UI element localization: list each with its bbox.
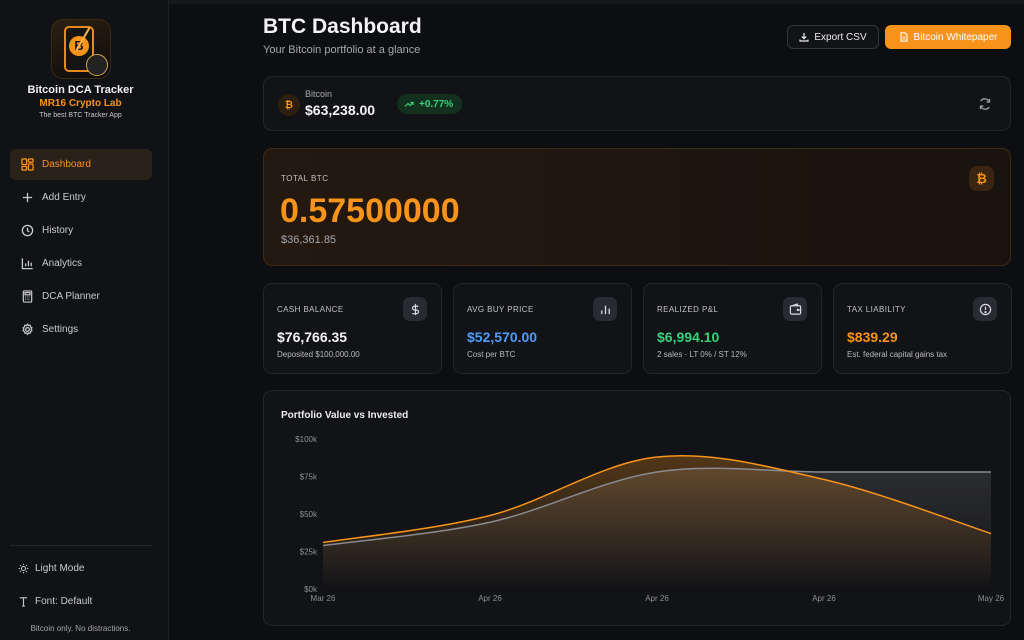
portfolio-value-area [323,455,991,589]
y-tick-label: $50k [300,510,318,519]
sidebar-item-label: Analytics [42,258,83,269]
document-icon [899,32,908,42]
dashboard-icon [20,158,34,172]
app-name: Bitcoin DCA Tracker [27,84,134,96]
bitcoin-icon: ₿ [278,94,300,116]
sidebar-item-dashboard[interactable]: Dashboard [10,149,152,180]
clock-icon [20,224,34,238]
portfolio-value-line [322,454,992,544]
bar-chart-icon [593,297,617,321]
avg-buy-price-card: AVG BUY PRICE $52,570.00 Cost per BTC [453,283,632,374]
calculator-icon [20,290,34,304]
gear-icon [20,323,34,337]
chart-title: Portfolio Value vs Invested [281,410,409,421]
tax-liability-card: TAX LIABILITY $839.29 Est. federal capit… [833,283,1012,374]
x-tick-label: Apr 26 [478,594,502,603]
y-tick-label: $75k [300,473,318,482]
top-bar [169,0,1024,4]
x-tick-label: Apr 26 [812,594,836,603]
price-change-badge: +0.77% [397,94,463,114]
stat-label: TAX LIABILITY [847,305,906,314]
y-tick-label: $100k [295,435,318,444]
theme-toggle[interactable]: Light Mode [18,563,84,574]
sidebar-item-label: History [42,225,74,236]
app-logo: B [51,19,111,79]
page-subtitle: Your Bitcoin portfolio at a glance [263,44,421,56]
total-btc-card: TOTAL BTC 0.57500000 $36,361.85 ₿ [263,148,1011,266]
price-value: $63,238.00 [305,102,376,118]
stat-sub: 2 sales · LT 0% / ST 12% [657,350,747,359]
stat-sub: Cost per BTC [467,350,516,359]
y-tick-label: $0k [304,585,318,594]
stat-label: AVG BUY PRICE [467,305,534,314]
x-tick-label: Mar 26 [311,594,336,603]
stat-value: $6,994.10 [657,329,720,345]
sidebar-item-history[interactable]: History [10,215,152,246]
sidebar-item-label: Add Entry [42,192,86,203]
app-studio: MR16 Crypto Lab [39,98,122,109]
sidebar-item-label: DCA Planner [42,291,100,302]
stat-sub: Est. federal capital gains tax [847,350,948,359]
app-tagline: The best BTC Tracker App [39,112,122,119]
stat-label: REALIZED P&L [657,305,719,314]
realized-pnl-card: REALIZED P&L $6,994.10 2 sales · LT 0% /… [643,283,822,374]
price-change-value: +0.77% [419,98,454,110]
sidebar-divider [10,545,152,546]
page-title: BTC Dashboard [263,15,422,38]
sun-icon [18,563,29,574]
refresh-icon[interactable] [978,97,992,111]
alert-circle-icon [973,297,997,321]
theme-toggle-label: Light Mode [35,563,85,574]
total-btc-label: TOTAL BTC [281,174,329,183]
y-tick-label: $25k [300,548,318,557]
wallet-icon [783,297,807,321]
whitepaper-label: Bitcoin Whitepaper [913,31,998,43]
export-csv-label: Export CSV [814,31,867,43]
sidebar: B Bitcoin DCA Tracker MR16 Crypto Lab Th… [0,0,169,640]
download-icon [799,33,809,42]
stat-value: $839.29 [847,329,898,345]
sidebar-item-label: Dashboard [42,159,91,170]
bar-chart-icon [20,257,34,271]
sidebar-item-add-entry[interactable]: Add Entry [10,182,152,213]
invested-line [322,467,991,547]
sidebar-item-dca-planner[interactable]: DCA Planner [10,281,152,312]
font-setting-label: Font: Default [35,596,93,607]
stat-sub: Deposited $100,000.00 [277,350,360,359]
bitcoin-icon: ₿ [969,166,994,191]
total-btc-value: 0.57500000 [280,192,460,230]
x-tick-label: Apr 26 [645,594,669,603]
price-label: Bitcoin [305,89,333,99]
plus-icon [20,191,34,205]
type-icon [19,597,28,607]
cash-balance-card: CASH BALANCE $76,766.35 Deposited $100,0… [263,283,442,374]
sidebar-item-analytics[interactable]: Analytics [10,248,152,279]
x-tick-label: May 26 [978,594,1005,603]
btc-price-card: ₿ Bitcoin $63,238.00 +0.77% [263,76,1011,131]
stat-value: $76,766.35 [277,329,348,345]
stat-value: $52,570.00 [467,329,538,345]
sidebar-item-label: Settings [42,324,79,335]
sidebar-nav: Dashboard Add Entry History Analytics DC… [10,149,152,347]
export-csv-button[interactable]: Export CSV [787,25,879,49]
dollar-icon [403,297,427,321]
bitcoin-whitepaper-button[interactable]: Bitcoin Whitepaper [885,25,1011,49]
total-btc-usd: $36,361.85 [281,234,337,246]
font-setting[interactable]: Font: Default [18,596,92,607]
portfolio-chart-card: Portfolio Value vs Invested $100k $75k $50… [263,390,1011,626]
sidebar-item-settings[interactable]: Settings [10,314,152,345]
sidebar-footer: Bitcoin only. No distractions. [30,624,131,633]
stat-label: CASH BALANCE [277,305,344,314]
trend-up-icon [404,101,414,107]
